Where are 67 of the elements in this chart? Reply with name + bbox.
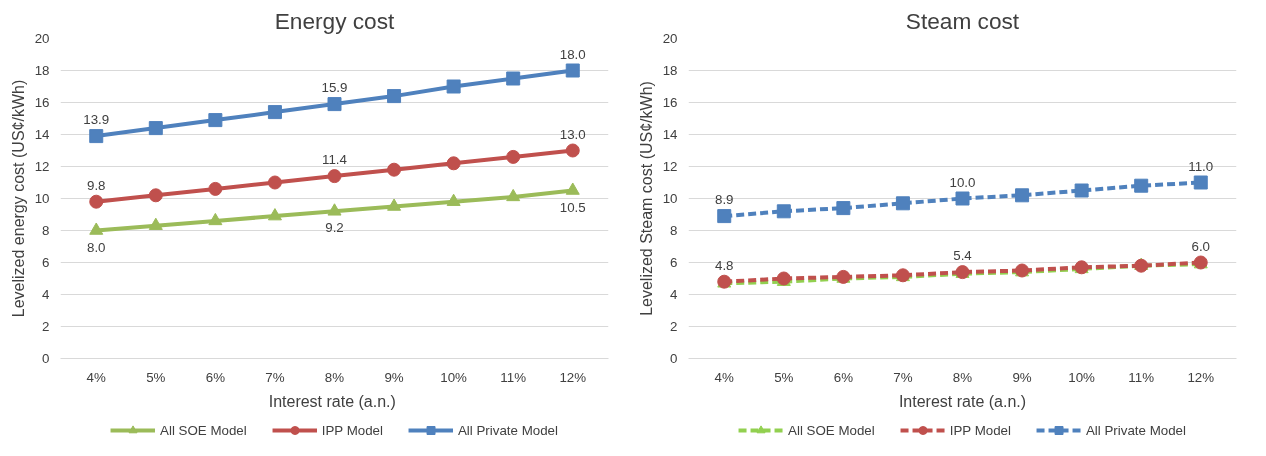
x-axis-title: Interest rate (a.n.): [268, 392, 396, 410]
y-tick-label: 10: [662, 191, 678, 206]
data-label: 13.9: [83, 112, 110, 128]
y-tick-label: 8: [42, 223, 50, 238]
data-label: 11.0: [1188, 158, 1214, 174]
y-axis-title: Levelized energy cost (US¢/kWh): [9, 79, 27, 318]
y-axis-title: Levelized Steam cost (US¢/kWh): [637, 81, 655, 316]
data-label: 9.8: [86, 177, 106, 193]
y-tick-label: 20: [34, 31, 50, 46]
x-tick-label: 12%: [559, 369, 587, 385]
data-label: 13.0: [559, 126, 586, 142]
y-tick-label: 18: [34, 63, 50, 78]
x-tick-label: 11%: [1128, 369, 1155, 385]
x-tick-label: 9%: [1012, 369, 1032, 385]
data-label: 15.9: [321, 80, 348, 96]
legend-label: All SOE Model: [160, 422, 247, 438]
legend-label: All Private Model: [1085, 422, 1186, 438]
x-tick-label: 9%: [384, 369, 404, 385]
x-tick-label: 6%: [205, 369, 226, 385]
x-tick-label: 10%: [1068, 369, 1096, 385]
x-tick-label: 4%: [86, 369, 107, 385]
legend-label: IPP Model: [949, 422, 1011, 438]
data-label: 4.8: [714, 257, 734, 273]
y-tick-label: 2: [42, 319, 50, 334]
data-label: 8.0: [86, 239, 106, 255]
y-tick-label: 6: [670, 255, 678, 270]
y-tick-label: 2: [670, 319, 678, 334]
y-tick-label: 0: [670, 351, 678, 366]
data-label: 18.0: [559, 46, 586, 62]
y-tick-label: 14: [34, 127, 51, 142]
x-tick-label: 7%: [893, 369, 913, 385]
y-tick-label: 0: [42, 351, 50, 366]
data-label: 10.5: [559, 199, 586, 215]
data-label: 8.9: [714, 192, 734, 208]
y-tick-label: 10: [34, 191, 50, 206]
x-tick-label: 4%: [714, 369, 735, 385]
x-tick-label: 11%: [500, 369, 527, 385]
x-tick-label: 8%: [952, 369, 973, 385]
x-tick-label: 5%: [146, 369, 166, 385]
data-label: 6.0: [1191, 238, 1211, 254]
legend-label: All SOE Model: [788, 422, 875, 438]
y-tick-label: 6: [42, 255, 50, 270]
data-label: 11.4: [322, 152, 348, 168]
y-tick-label: 18: [662, 63, 678, 78]
chart-title: Steam cost: [905, 7, 1020, 34]
x-tick-label: 12%: [1187, 369, 1215, 385]
y-tick-label: 16: [662, 95, 678, 110]
y-tick-label: 12: [662, 159, 678, 174]
y-tick-label: 14: [662, 127, 679, 142]
y-tick-label: 20: [662, 31, 678, 46]
data-label: 10.0: [949, 174, 976, 190]
chart-title: Energy cost: [274, 7, 396, 34]
legend-label: All Private Model: [457, 422, 558, 438]
data-label: 9.2: [325, 220, 344, 236]
y-tick-label: 12: [34, 159, 50, 174]
x-tick-label: 6%: [833, 369, 854, 385]
y-tick-label: 16: [34, 95, 50, 110]
y-tick-label: 4: [670, 287, 679, 302]
data-label: 5.4: [953, 248, 973, 264]
y-tick-label: 4: [42, 287, 51, 302]
x-tick-label: 7%: [265, 369, 285, 385]
x-axis-title: Interest rate (a.n.): [898, 392, 1027, 410]
x-tick-label: 5%: [774, 369, 794, 385]
y-tick-label: 8: [670, 223, 678, 238]
legend-label: IPP Model: [321, 422, 383, 438]
x-tick-label: 8%: [324, 369, 345, 385]
x-tick-label: 10%: [440, 369, 468, 385]
